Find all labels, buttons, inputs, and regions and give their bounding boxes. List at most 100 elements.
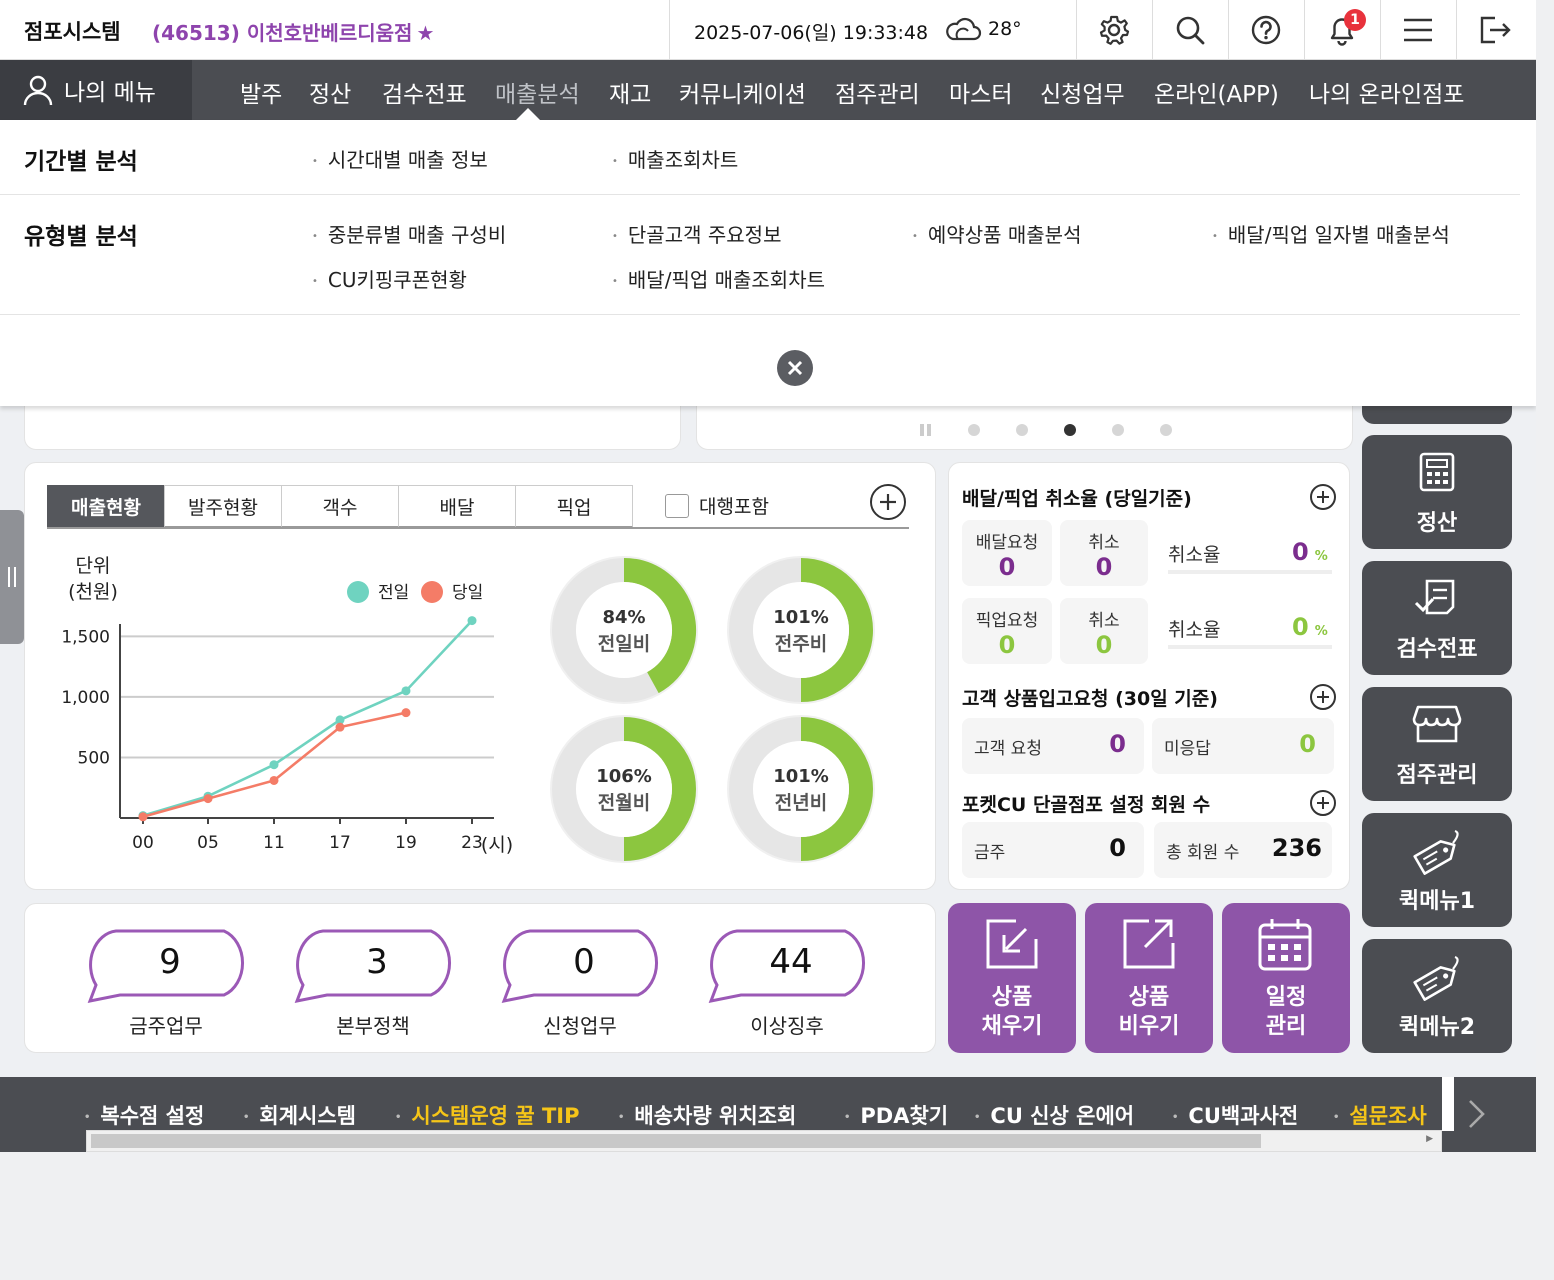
customer-request-cell[interactable]: 고객 요청 0	[962, 718, 1144, 774]
footer-link-survey[interactable]: 설문조사	[1333, 1100, 1426, 1130]
tab-customer-count[interactable]: 객수	[281, 485, 399, 528]
link-sales-chart[interactable]: 매출조회차트	[612, 144, 738, 173]
hq-policy-count[interactable]: 3	[366, 942, 388, 982]
donut-center	[753, 741, 849, 837]
link-delivery-sales-chart[interactable]: 배달/픽업 매출조회차트	[612, 264, 825, 293]
link-hourly-sales[interactable]: 시간대별 매출 정보	[312, 144, 488, 173]
customer-request-value: 0	[1109, 730, 1126, 758]
restock-more-button[interactable]	[1310, 684, 1336, 710]
unanswered-value: 0	[1299, 730, 1316, 758]
banner-pagination	[920, 424, 1172, 436]
requests-count[interactable]: 0	[573, 942, 595, 982]
banner-dot[interactable]	[968, 424, 980, 436]
x-tick-label: 23	[461, 833, 483, 853]
quick-inspection-label: 검수전표	[1396, 637, 1478, 662]
link-regular-customer[interactable]: 단골고객 주요정보	[612, 219, 782, 248]
nav-item-settlement[interactable]: 정산	[309, 82, 352, 108]
delivery-cancel-cell[interactable]: 취소 0	[1060, 520, 1148, 586]
footer-next-button[interactable]	[1466, 1098, 1488, 1134]
help-button[interactable]	[1228, 0, 1304, 60]
chart-unit-label: 단위	[76, 555, 111, 577]
quick-owner-button[interactable]: 점주관리	[1362, 687, 1512, 801]
link-category-sales[interactable]: 중분류별 매출 구성비	[312, 219, 506, 248]
nav-item-online-app[interactable]: 온라인(APP)	[1154, 82, 1279, 108]
total-members-cell[interactable]: 총 회원 수 236	[1154, 822, 1332, 878]
unanswered-cell[interactable]: 미응답 0	[1152, 718, 1334, 774]
tabs-underline	[47, 527, 909, 529]
data-point	[203, 794, 213, 804]
logout-button[interactable]	[1456, 0, 1536, 60]
chevron-right-icon	[1469, 1100, 1485, 1128]
nav-item-inventory[interactable]: 재고	[609, 82, 652, 108]
delivery-more-button[interactable]	[1310, 484, 1336, 510]
product-empty-button[interactable]: 상품 비우기	[1085, 903, 1213, 1053]
tab-pickup[interactable]: 픽업	[515, 485, 633, 528]
scrollbar-thumb[interactable]	[91, 1134, 1261, 1148]
divider	[1168, 570, 1332, 574]
store-name[interactable]: (46513) 이천호반베르디움점 ★	[152, 17, 434, 46]
link-delivery-daily-sales[interactable]: 배달/픽업 일자별 매출분석	[1212, 219, 1450, 248]
weekly-tasks-count[interactable]: 9	[159, 942, 181, 982]
search-button[interactable]	[1152, 0, 1228, 60]
nav-item-inspection[interactable]: 검수전표	[382, 82, 467, 108]
delivery-request-cell[interactable]: 배달요청 0	[962, 520, 1052, 586]
footer-link-pda[interactable]: PDA찾기	[844, 1100, 948, 1130]
sales-more-button[interactable]	[870, 484, 906, 520]
help-icon	[1251, 15, 1281, 45]
banner-dot-active[interactable]	[1064, 424, 1076, 436]
quick-menu-1-button[interactable]: 퀵메뉴1	[1362, 813, 1512, 927]
settings-button[interactable]	[1076, 0, 1152, 60]
nav-item-sales-analysis[interactable]: 매출분석	[495, 82, 580, 108]
footer-link-tip[interactable]: 시스템운영 꿀 TIP	[395, 1100, 579, 1130]
link-reservation-sales[interactable]: 예약상품 매출분석	[912, 219, 1082, 248]
tab-order-status[interactable]: 발주현황	[164, 485, 282, 528]
product-fill-button[interactable]: 상품 채우기	[948, 903, 1076, 1053]
checkbox-label: 대행포함	[699, 496, 769, 518]
agency-include-checkbox[interactable]: 대행포함	[665, 492, 769, 519]
week-members-label: 금주	[974, 843, 1006, 863]
week-members-cell[interactable]: 금주 0	[962, 822, 1144, 878]
banner-dot[interactable]	[1016, 424, 1028, 436]
pause-icon[interactable]	[920, 424, 932, 436]
notifications-button[interactable]: 1	[1304, 0, 1380, 60]
nav-item-requests[interactable]: 신청업무	[1040, 82, 1125, 108]
nav-item-communication[interactable]: 커뮤니케이션	[679, 82, 806, 108]
tab-delivery[interactable]: 배달	[398, 485, 516, 528]
quick-settlement-button[interactable]: 정산	[1362, 435, 1512, 549]
checkbox-box[interactable]	[665, 493, 689, 518]
delivery-request-label: 배달요청	[975, 533, 1039, 553]
anomaly-count[interactable]: 44	[769, 942, 813, 982]
quick-menu-2-button[interactable]: 퀵메뉴2	[1362, 939, 1512, 1053]
nav-item-master[interactable]: 마스터	[949, 82, 1013, 108]
data-point	[269, 760, 279, 770]
close-dropdown-button[interactable]	[777, 350, 813, 386]
footer-link-accounting[interactable]: 회계시스템	[243, 1100, 356, 1130]
schedule-management-button[interactable]: 일정 관리	[1222, 903, 1350, 1053]
pickup-request-cell[interactable]: 픽업요청 0	[962, 598, 1052, 664]
delivery-rate-label: 취소율	[1168, 544, 1221, 566]
nav-item-order[interactable]: 발주	[240, 82, 283, 108]
horizontal-scrollbar[interactable]: ▶	[86, 1130, 1442, 1152]
tab-sales-status[interactable]: 매출현황	[47, 485, 165, 528]
footer-link-vehicle-location[interactable]: 배송차량 위치조회	[618, 1100, 796, 1130]
banner-dot[interactable]	[1112, 424, 1124, 436]
quick-inspection-button[interactable]: 검수전표	[1362, 561, 1512, 675]
footer-link-new-on-air[interactable]: CU 신상 온에어	[974, 1100, 1134, 1130]
footer-link-encyclopedia[interactable]: CU백과사전	[1172, 1100, 1298, 1130]
pickup-cancel-label: 취소	[1088, 611, 1120, 631]
link-keeping-coupon[interactable]: CU키핑쿠폰현황	[312, 264, 467, 293]
nav-item-owner-management[interactable]: 점주관리	[835, 82, 920, 108]
pickup-cancel-cell[interactable]: 취소 0	[1060, 598, 1148, 664]
banner-dot[interactable]	[1160, 424, 1172, 436]
unanswered-label: 미응답	[1164, 739, 1211, 759]
footer-link-multi-store[interactable]: 복수점 설정	[84, 1100, 204, 1130]
my-menu-button[interactable]: 나의 메뉴	[0, 60, 192, 120]
section-title-type: 유형별 분석	[24, 224, 138, 250]
nav-item-my-online-store[interactable]: 나의 온라인점포	[1309, 82, 1465, 108]
pocketcu-more-button[interactable]	[1310, 790, 1336, 816]
scroll-right-arrow-icon[interactable]: ▶	[1426, 1134, 1433, 1144]
menu-button[interactable]	[1380, 0, 1456, 60]
favorite-star-icon[interactable]: ★	[416, 21, 435, 45]
divider	[669, 0, 670, 60]
sidebar-toggle-handle[interactable]	[0, 510, 24, 644]
